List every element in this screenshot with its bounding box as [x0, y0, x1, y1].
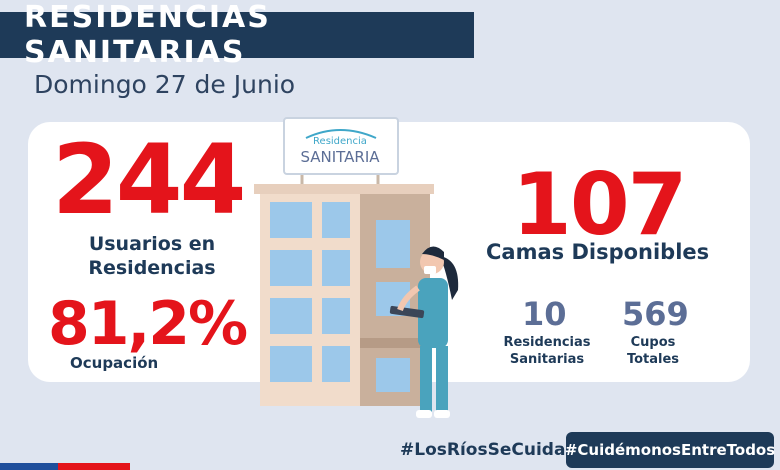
- cupos-label-line2: Totales: [626, 352, 680, 367]
- cupos-label: Cupos Totales: [608, 334, 698, 368]
- flag-stripe-red: [58, 463, 130, 470]
- hashtag-cuidemonos-badge: #CuidémonosEntreTodos: [564, 432, 776, 468]
- flag-stripe-blue: [0, 463, 58, 470]
- usuarios-label: Usuarios en Residencias: [62, 232, 242, 280]
- residencias-label: Residencias Sanitarias: [502, 334, 592, 368]
- residencia-sign: Residencia SANITARIA: [283, 117, 399, 186]
- nurse-illustration: [389, 246, 459, 418]
- title-banner: RESIDENCIAS SANITARIAS: [0, 0, 474, 70]
- residencias-value: 10: [522, 295, 567, 333]
- cupos-value: 569: [622, 295, 689, 333]
- ocupacion-label: Ocupación: [70, 354, 159, 372]
- camas-value: 107: [512, 155, 688, 255]
- sign-line1: Residencia: [313, 136, 367, 147]
- camas-label: Camas Disponibles: [486, 240, 710, 264]
- page-title: RESIDENCIAS SANITARIAS: [24, 0, 271, 70]
- usuarios-label-line1: Usuarios en: [88, 233, 216, 255]
- usuarios-value: 244: [52, 124, 246, 236]
- hashtag-los-rios: #LosRíosSeCuida: [400, 440, 566, 460]
- ocupacion-value: 81,2%: [48, 289, 248, 359]
- hashtag-cuidemonos: #CuidémonosEntreTodos: [564, 441, 776, 459]
- cupos-label-line1: Cupos: [630, 335, 676, 350]
- building-windows: [270, 202, 410, 392]
- residencias-label-line2: Sanitarias: [509, 352, 585, 367]
- residencias-label-line1: Residencias: [503, 335, 591, 350]
- building-illustration: Residencia SANITARIA: [254, 117, 459, 418]
- sign-line2: SANITARIA: [300, 148, 380, 166]
- date-label: Domingo 27 de Junio: [34, 70, 296, 99]
- usuarios-label-line2: Residencias: [88, 257, 216, 279]
